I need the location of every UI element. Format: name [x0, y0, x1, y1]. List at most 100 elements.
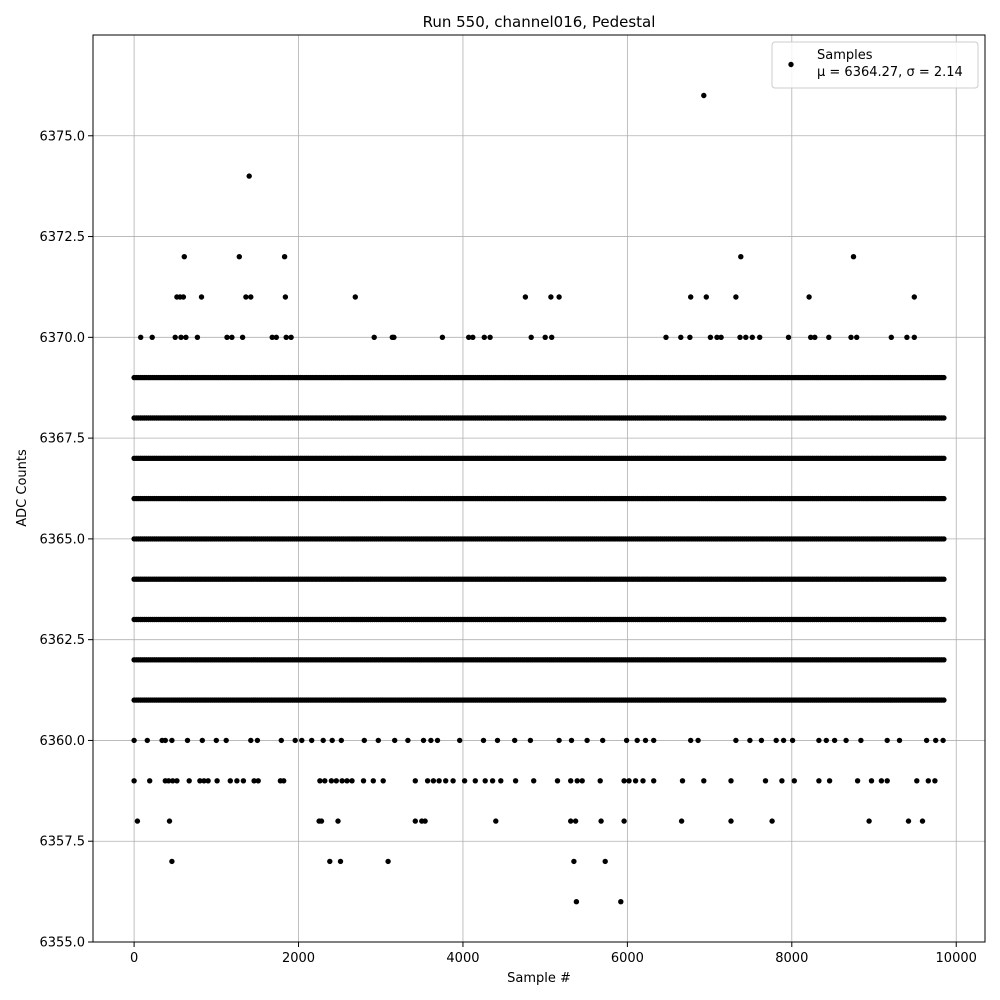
data-point [896, 737, 903, 744]
y-tick-label: 6360.0 [40, 734, 86, 749]
data-points [131, 92, 947, 905]
data-point [626, 778, 632, 784]
data-point [186, 778, 192, 784]
y-tick-label: 6370.0 [40, 331, 86, 346]
data-point [574, 778, 580, 784]
data-point [254, 737, 261, 744]
data-point [826, 334, 832, 340]
data-point [480, 737, 487, 744]
data-point [911, 334, 917, 340]
grid [93, 35, 985, 943]
data-point [941, 374, 947, 381]
data-point [758, 737, 765, 744]
data-point [482, 778, 488, 784]
data-point [941, 657, 947, 663]
data-point [707, 334, 714, 340]
x-axis: 0 2000 4000 6000 8000 10000 [130, 942, 977, 966]
data-point [385, 858, 391, 865]
data-point [600, 737, 606, 744]
data-point [371, 334, 377, 340]
data-point [278, 737, 284, 744]
data-point [597, 778, 603, 784]
data-point [904, 334, 910, 340]
data-point [941, 455, 947, 461]
data-point [457, 737, 463, 744]
data-point [634, 737, 640, 744]
x-tick-label: 0 [130, 951, 138, 966]
data-point [848, 334, 854, 340]
y-tick-label: 6367.5 [40, 432, 86, 447]
data-point [919, 818, 926, 824]
data-point [466, 334, 472, 340]
data-point [434, 737, 441, 744]
data-point [178, 334, 184, 340]
data-point [512, 737, 518, 744]
data-point [229, 334, 235, 340]
data-point [166, 818, 173, 824]
data-point [375, 737, 381, 744]
data-point [424, 778, 431, 784]
data-point [288, 334, 294, 340]
data-point [678, 334, 684, 340]
data-point [450, 778, 456, 784]
data-point [940, 737, 946, 744]
data-point [349, 778, 355, 784]
data-point [785, 334, 792, 340]
data-point [181, 254, 187, 260]
data-point [248, 294, 254, 300]
data-point [728, 818, 734, 824]
data-point [884, 778, 890, 784]
data-point [749, 334, 755, 340]
data-point [322, 778, 328, 784]
data-point [568, 737, 575, 744]
x-tick-label: 6000 [611, 951, 644, 966]
data-point [905, 818, 912, 824]
legend-series-name: Samples [817, 48, 873, 63]
data-point [568, 818, 574, 824]
data-point [868, 778, 875, 784]
legend-marker [788, 61, 794, 68]
data-point [223, 737, 229, 744]
data-point [273, 334, 279, 340]
y-tick-label: 6375.0 [40, 129, 86, 144]
data-point [737, 334, 743, 340]
data-point [791, 778, 797, 784]
data-point [170, 778, 176, 784]
data-point [695, 737, 701, 744]
data-point [623, 737, 630, 744]
data-point [688, 294, 694, 300]
data-point [571, 858, 577, 865]
data-point [194, 334, 201, 340]
data-point [391, 334, 397, 340]
data-point [621, 818, 627, 824]
x-tick-label: 10000 [936, 951, 977, 966]
data-point [201, 778, 207, 784]
data-point [380, 778, 386, 784]
data-point [632, 778, 639, 784]
data-point [663, 334, 669, 340]
data-point [134, 818, 141, 824]
data-point [878, 778, 885, 784]
data-point [309, 737, 315, 744]
data-point [933, 737, 939, 744]
data-point [779, 778, 785, 784]
data-point [131, 778, 137, 784]
data-point [679, 778, 686, 784]
y-tick-label: 6355.0 [40, 936, 86, 951]
data-point [866, 818, 872, 824]
y-tick-label: 6372.5 [40, 230, 86, 245]
data-point [573, 899, 580, 905]
data-point [843, 737, 849, 744]
data-point [556, 737, 562, 744]
data-point [743, 334, 749, 340]
data-point [405, 737, 411, 744]
data-point [236, 254, 242, 260]
data-point [198, 294, 205, 300]
data-point [718, 334, 724, 340]
x-tick-label: 2000 [282, 951, 315, 966]
data-point [549, 334, 555, 340]
data-point [925, 778, 931, 784]
data-point [923, 737, 930, 744]
data-point [941, 697, 947, 703]
data-point [941, 495, 947, 502]
